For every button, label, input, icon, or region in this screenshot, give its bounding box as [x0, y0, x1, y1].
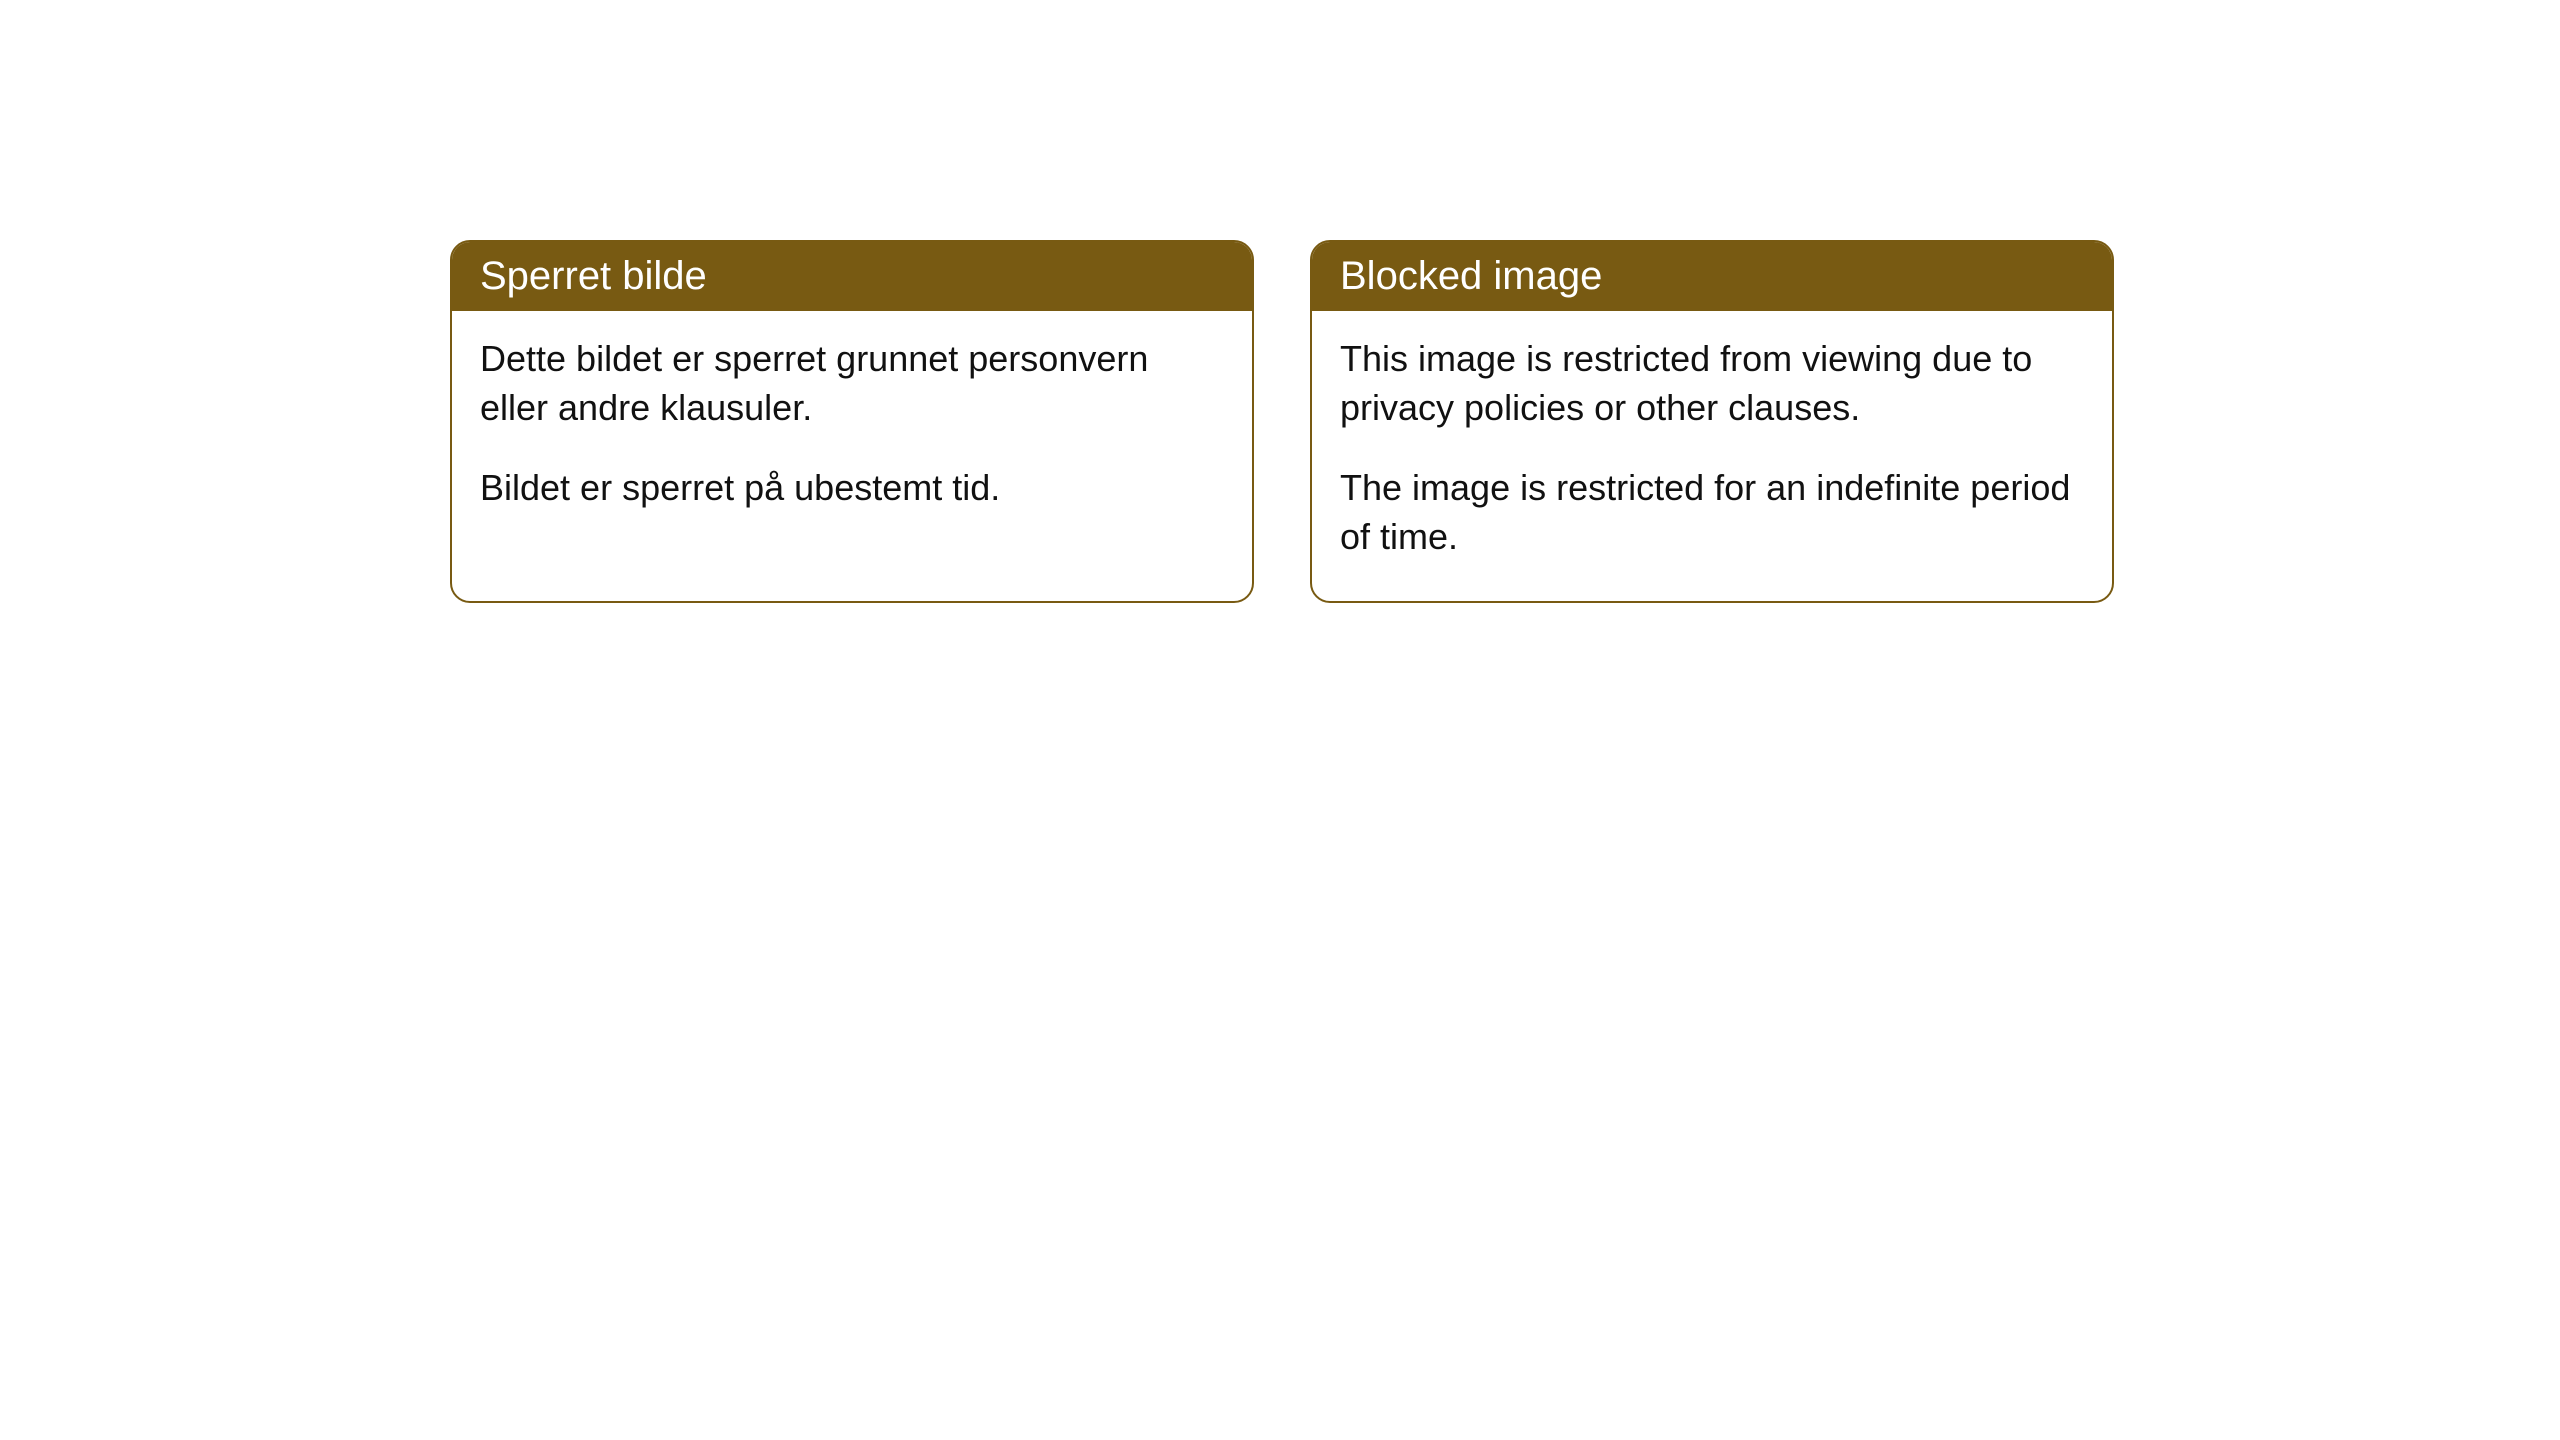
notice-paragraph-1: This image is restricted from viewing du…: [1340, 335, 2084, 432]
notice-card-norwegian: Sperret bilde Dette bildet er sperret gr…: [450, 240, 1254, 603]
notice-card-english: Blocked image This image is restricted f…: [1310, 240, 2114, 603]
notice-header: Blocked image: [1312, 242, 2112, 311]
notice-header: Sperret bilde: [452, 242, 1252, 311]
notice-paragraph-1: Dette bildet er sperret grunnet personve…: [480, 335, 1224, 432]
notice-paragraph-2: The image is restricted for an indefinit…: [1340, 464, 2084, 561]
notice-paragraph-2: Bildet er sperret på ubestemt tid.: [480, 464, 1224, 513]
notice-title: Sperret bilde: [480, 254, 707, 298]
notice-body: Dette bildet er sperret grunnet personve…: [452, 311, 1252, 553]
notice-title: Blocked image: [1340, 254, 1602, 298]
notice-container: Sperret bilde Dette bildet er sperret gr…: [0, 0, 2560, 603]
notice-body: This image is restricted from viewing du…: [1312, 311, 2112, 601]
